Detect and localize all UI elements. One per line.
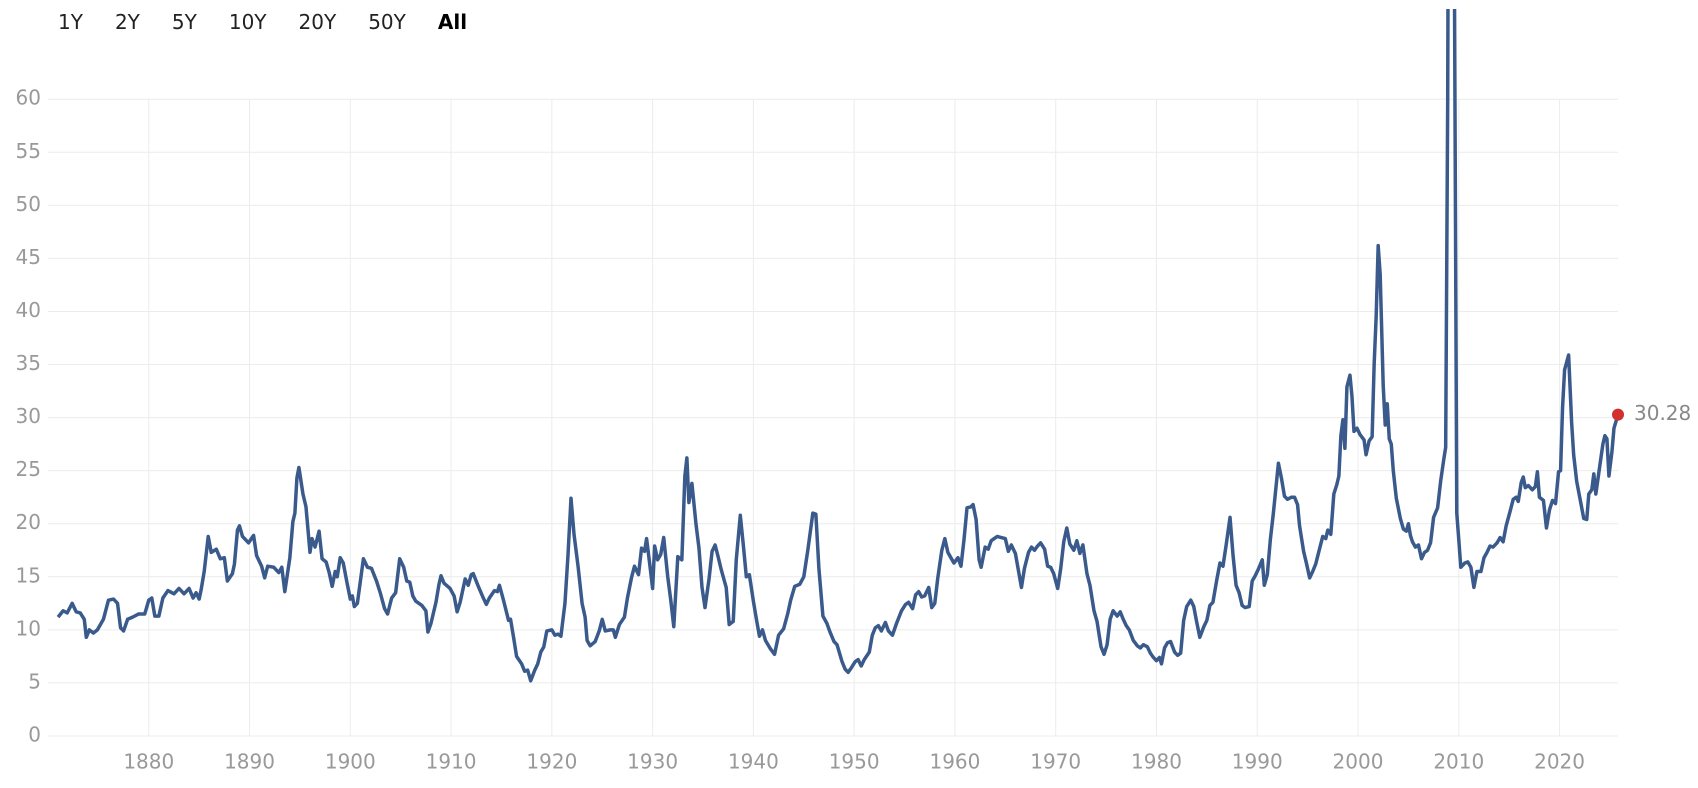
- x-tick-label: 1980: [1131, 750, 1182, 774]
- range-button[interactable]: All: [437, 10, 468, 34]
- y-tick-label: 50: [16, 192, 41, 216]
- y-tick-label: 15: [16, 563, 41, 587]
- x-tick-label: 1990: [1232, 750, 1283, 774]
- y-tick-label: 30: [16, 404, 41, 428]
- y-tick-label: 5: [28, 669, 41, 693]
- range-button[interactable]: 1Y: [58, 10, 83, 34]
- x-tick-label: 1950: [829, 750, 880, 774]
- x-tick-label: 2020: [1534, 750, 1585, 774]
- range-button[interactable]: 10Y: [228, 10, 267, 34]
- last-point: [1612, 408, 1624, 421]
- data-line: [56, 9, 1620, 683]
- x-tick-label: 1890: [224, 750, 275, 774]
- y-tick-label: 35: [16, 351, 41, 375]
- x-tick-label: 2000: [1333, 750, 1384, 774]
- x-tick-label: 2010: [1433, 750, 1484, 774]
- range-button[interactable]: 20Y: [298, 10, 337, 34]
- x-tick-label: 1940: [728, 750, 779, 774]
- range-selector: 1Y 2Y 5Y 10Y 20Y 50Y All: [58, 10, 467, 34]
- x-tick-label: 1930: [627, 750, 678, 774]
- y-tick-label: 45: [16, 245, 41, 269]
- y-tick-label: 0: [28, 723, 41, 747]
- x-tick-label: 1970: [1030, 750, 1081, 774]
- last-value-label: 30.28: [1634, 401, 1691, 425]
- x-tick-label: 1900: [325, 750, 376, 774]
- range-button[interactable]: 50Y: [368, 10, 406, 34]
- y-tick-label: 25: [16, 457, 41, 481]
- y-tick-label: 10: [16, 616, 41, 640]
- x-tick-label: 1910: [426, 750, 477, 774]
- y-tick-label: 20: [16, 510, 41, 534]
- y-tick-label: 55: [16, 139, 41, 163]
- range-button[interactable]: 2Y: [114, 10, 140, 34]
- y-tick-label: 60: [16, 86, 41, 110]
- plot-area: [56, 9, 1620, 683]
- y-tick-label: 40: [16, 298, 41, 322]
- x-tick-label: 1880: [123, 750, 174, 774]
- x-tick-label: 1920: [526, 750, 577, 774]
- x-tick-label: 1960: [929, 750, 980, 774]
- range-button[interactable]: 5Y: [171, 10, 197, 34]
